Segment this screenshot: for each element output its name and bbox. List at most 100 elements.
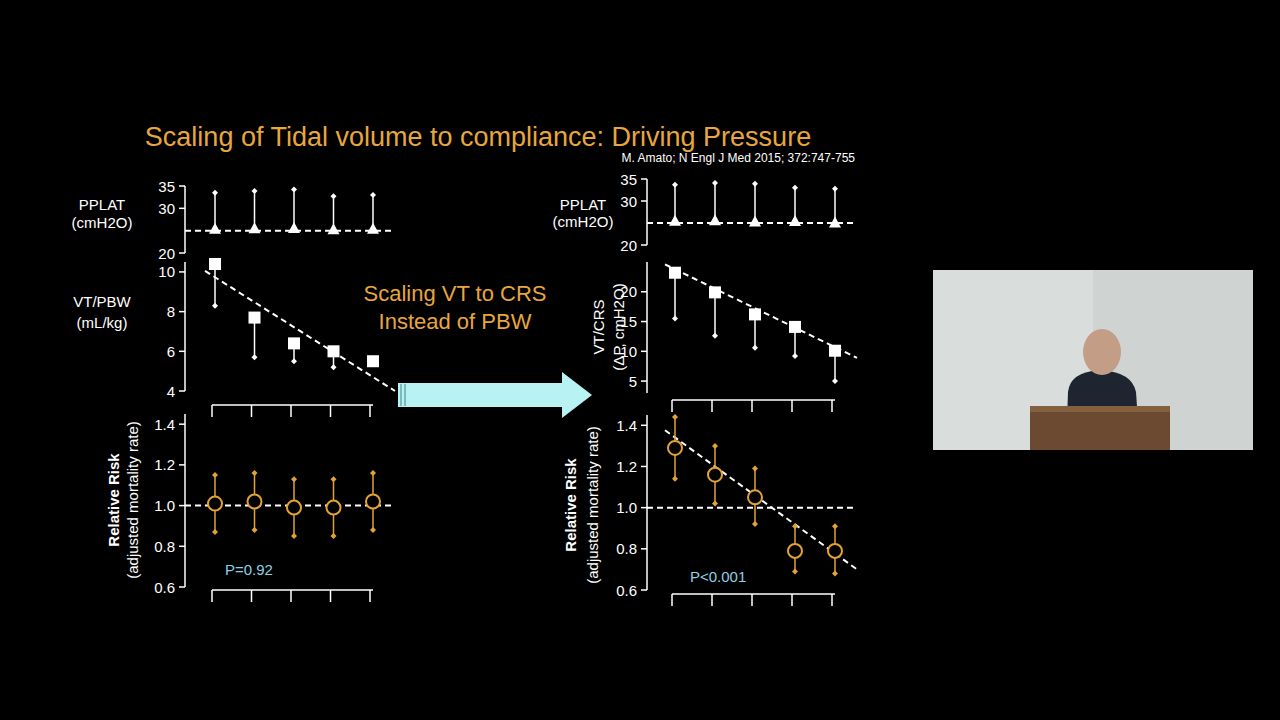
data-point xyxy=(288,222,300,233)
chart: VT/PBW(mL/kg)46810 xyxy=(73,258,395,417)
axis-label: (adjusted mortality rate) xyxy=(584,426,601,584)
y-tick xyxy=(641,351,647,353)
data-point xyxy=(669,267,681,279)
y-tick xyxy=(641,589,647,591)
error-bar-cap xyxy=(331,364,337,370)
chart: PPLAT(cmH2O)203035 xyxy=(72,178,395,262)
error-bar-cap xyxy=(331,193,337,199)
x-tick xyxy=(290,405,292,417)
x-tick xyxy=(290,590,292,602)
data-point xyxy=(249,312,261,324)
x-tick xyxy=(211,590,213,602)
data-point xyxy=(749,216,761,227)
error-bar-cap xyxy=(792,353,798,359)
x-tick xyxy=(330,590,332,602)
y-tick xyxy=(641,178,647,180)
y-tick-label: 1.4 xyxy=(616,417,637,434)
y-tick-label: 0.8 xyxy=(154,538,175,555)
y-tick xyxy=(641,548,647,550)
x-tick xyxy=(711,400,713,412)
error-bar xyxy=(212,264,218,309)
y-tick xyxy=(641,380,647,382)
x-axis xyxy=(672,399,835,401)
annotation: Scaling VT to CRS xyxy=(363,281,546,306)
data-point xyxy=(708,468,722,482)
error-bar-cap xyxy=(752,521,758,527)
data-point xyxy=(788,544,802,558)
axis-label: (adjusted mortality rate) xyxy=(124,421,141,579)
y-tick xyxy=(179,390,185,392)
error-bar-cap xyxy=(291,533,297,539)
x-tick xyxy=(211,405,213,417)
error-bar-line xyxy=(714,292,716,335)
video-frame xyxy=(933,270,1253,450)
y-tick xyxy=(641,200,647,202)
axis-label: VT/PBW xyxy=(73,293,131,310)
error-bar-cap xyxy=(672,316,678,322)
data-point xyxy=(209,258,221,270)
y-tick-label: 0.8 xyxy=(616,540,637,557)
x-axis xyxy=(212,589,373,591)
y-tick-label: 10 xyxy=(158,263,175,280)
podium xyxy=(1030,410,1170,450)
data-point xyxy=(287,501,301,515)
y-tick xyxy=(179,546,185,548)
background xyxy=(0,0,1280,720)
data-point xyxy=(208,497,222,511)
plot-area xyxy=(647,180,857,227)
y-tick-label: 15 xyxy=(620,313,637,330)
y-tick-label: 5 xyxy=(629,373,637,390)
x-tick xyxy=(671,400,673,412)
y-tick-label: 10 xyxy=(620,343,637,360)
plot-area xyxy=(205,258,395,391)
x-tick xyxy=(369,405,371,417)
y-tick xyxy=(179,311,185,313)
y-tick xyxy=(641,244,647,246)
axis-label: Relative Risk xyxy=(105,453,122,547)
y-tick xyxy=(179,252,185,254)
error-bar-cap xyxy=(672,476,678,482)
error-bar-cap xyxy=(752,466,758,472)
plot-area xyxy=(647,414,857,576)
data-point xyxy=(328,223,340,234)
error-bar-cap xyxy=(291,476,297,482)
data-point xyxy=(789,215,801,226)
data-point xyxy=(789,321,801,333)
error-bar-cap xyxy=(672,414,678,420)
x-tick xyxy=(711,594,713,606)
x-tick xyxy=(369,590,371,602)
y-tick-label: 1.0 xyxy=(616,499,637,516)
axis-label: PPLAT xyxy=(560,196,606,213)
y-tick xyxy=(641,291,647,293)
y-tick xyxy=(641,466,647,468)
error-bar-cap xyxy=(832,523,838,529)
data-point xyxy=(288,337,300,349)
error-bar-cap xyxy=(752,181,758,187)
y-tick xyxy=(179,185,185,187)
error-bar-cap xyxy=(252,188,258,194)
data-point xyxy=(366,495,380,509)
y-tick xyxy=(641,507,647,509)
data-point xyxy=(367,355,379,367)
error-bar-cap xyxy=(832,186,838,192)
y-tick-label: 20 xyxy=(620,283,637,300)
data-point xyxy=(829,216,841,227)
y-tick-label: 0.6 xyxy=(616,582,637,599)
data-point xyxy=(709,286,721,298)
data-point xyxy=(709,214,721,225)
data-point xyxy=(748,490,762,504)
x-tick xyxy=(330,405,332,417)
error-bar-cap xyxy=(832,378,838,384)
plot-area xyxy=(185,470,395,539)
error-bar-cap xyxy=(291,187,297,193)
x-axis xyxy=(672,593,835,595)
error-bar-cap xyxy=(212,529,218,535)
error-bar-cap xyxy=(370,527,376,533)
data-point xyxy=(749,308,761,320)
axis-label: PPLAT xyxy=(79,196,125,213)
axis-label: VT/CRS xyxy=(590,299,607,354)
x-tick xyxy=(831,400,833,412)
reference-line xyxy=(647,507,857,509)
error-bar-cap xyxy=(370,470,376,476)
error-bar-cap xyxy=(792,523,798,529)
